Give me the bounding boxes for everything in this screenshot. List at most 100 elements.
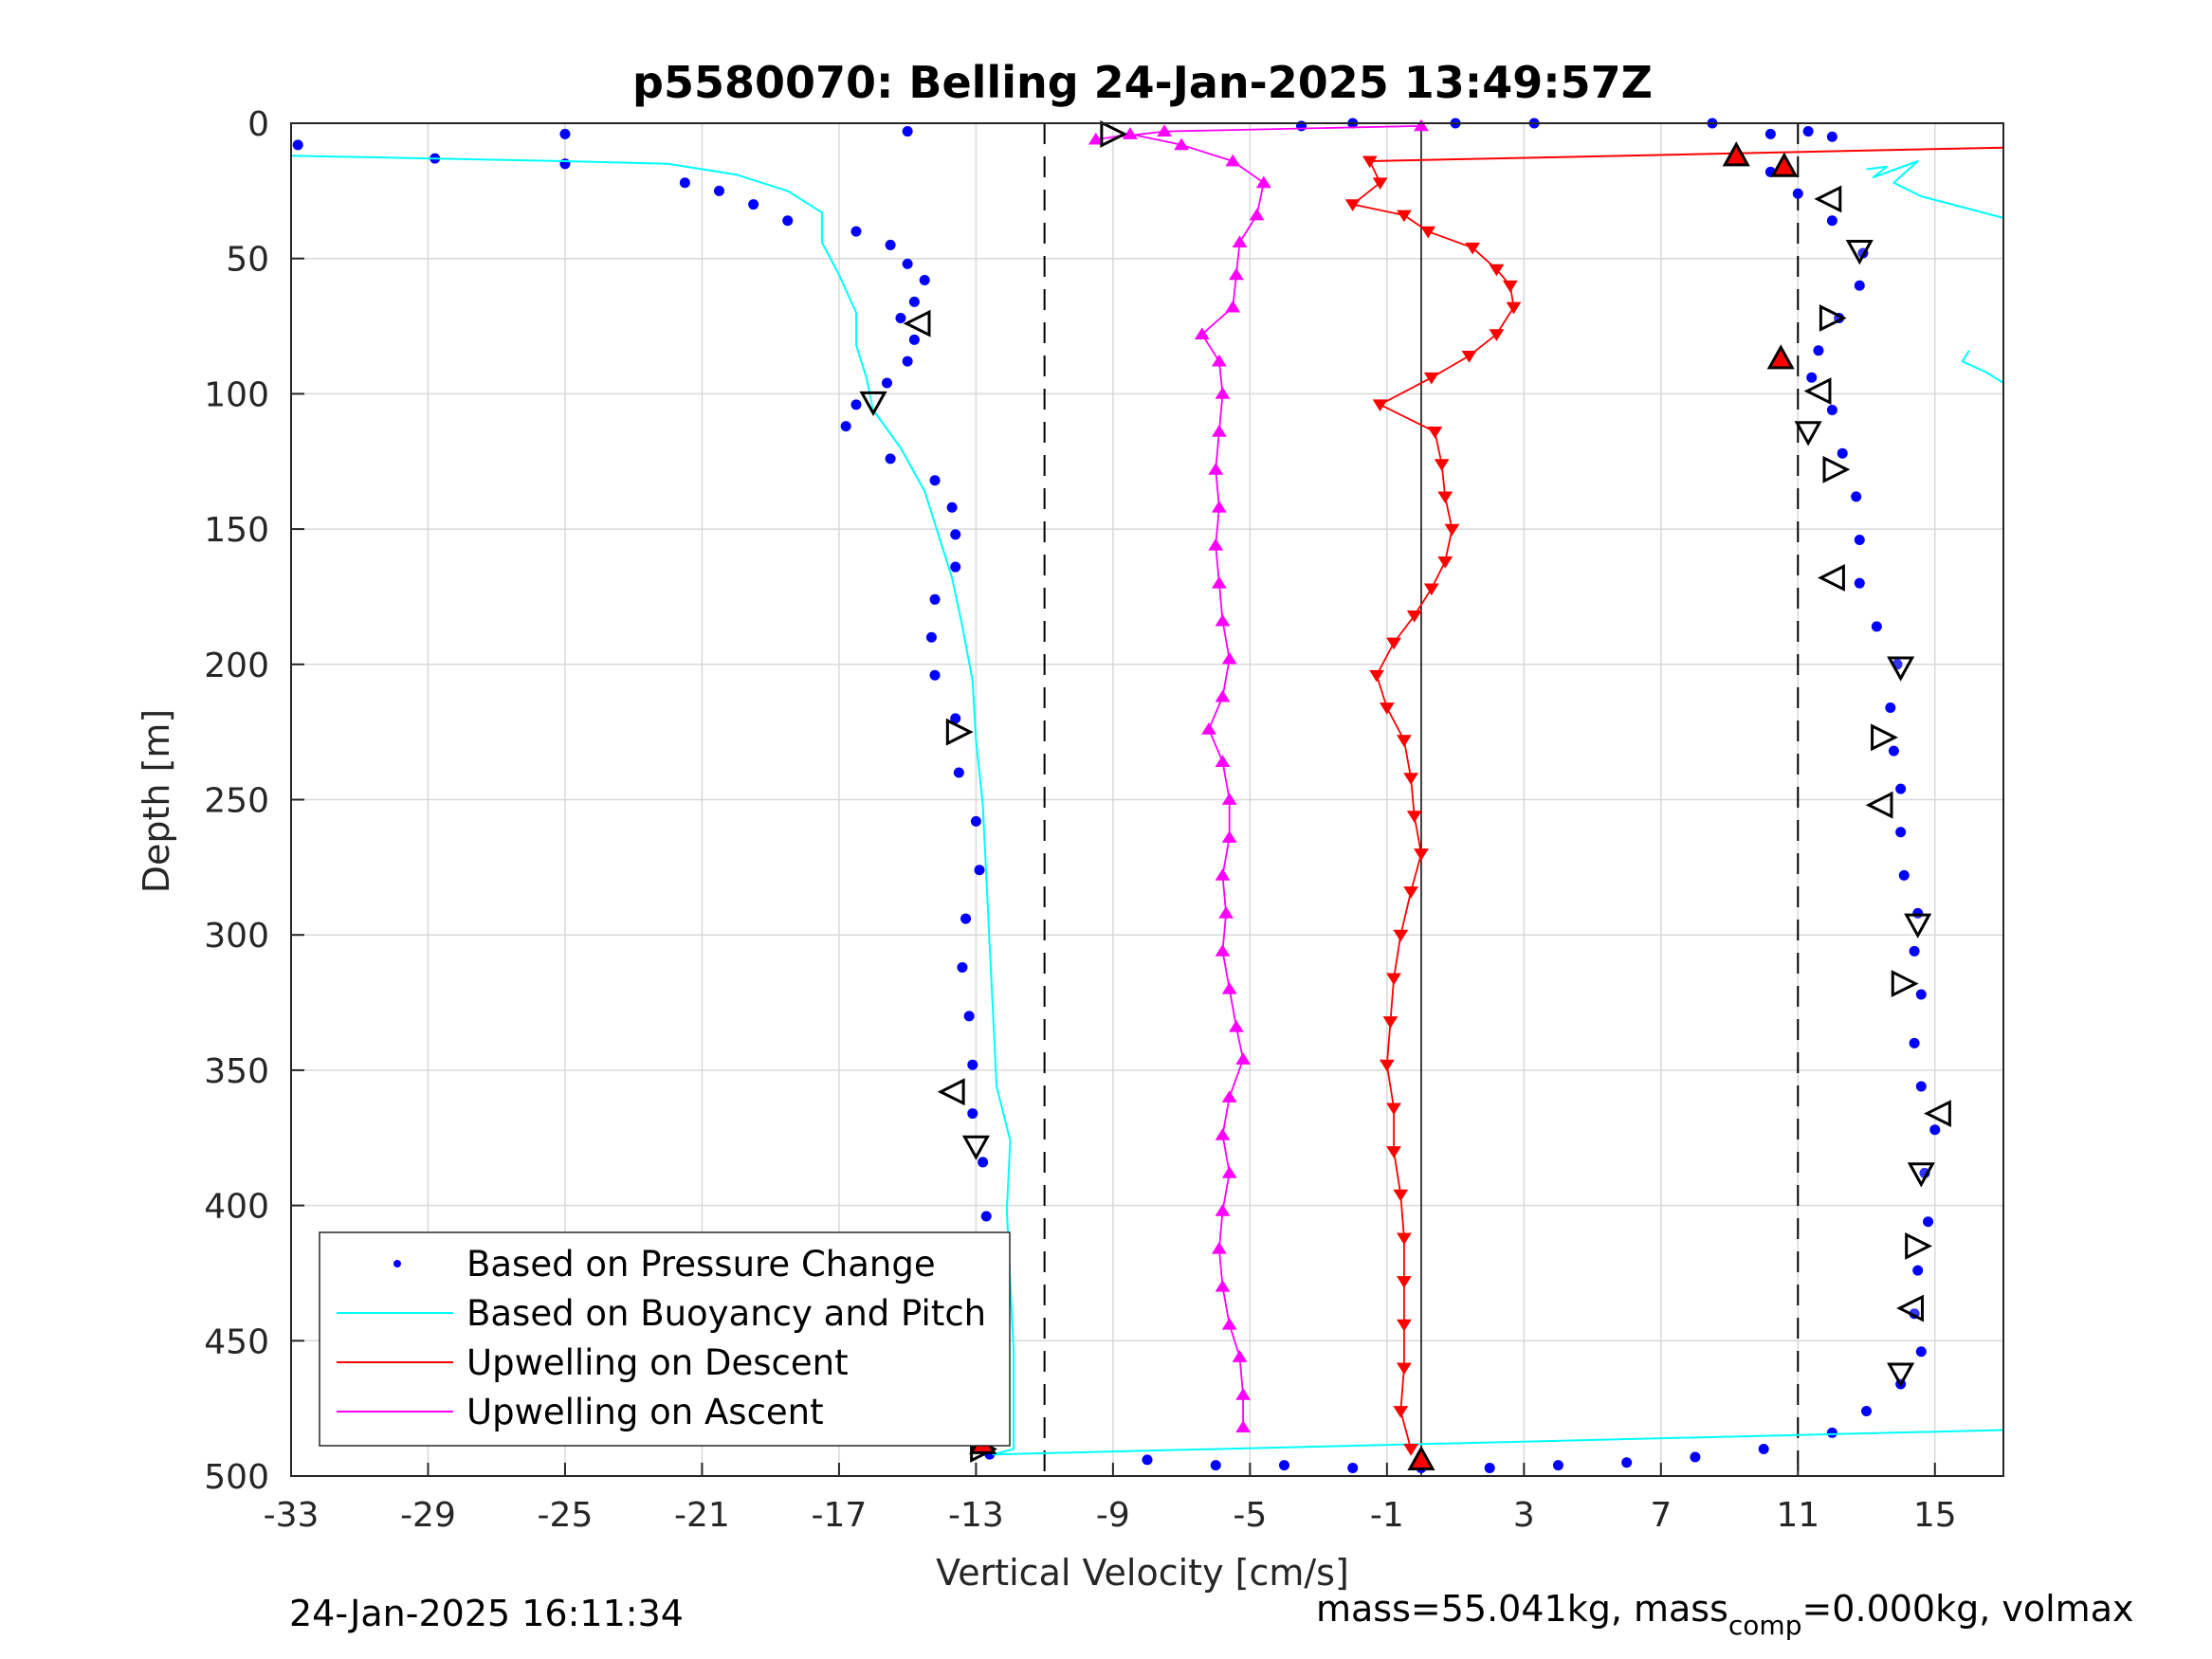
legend-swatch-pressure — [393, 1260, 401, 1267]
descent-marker — [1386, 1146, 1401, 1158]
pressure-point — [1915, 989, 1927, 1000]
descent-marker — [1403, 1444, 1419, 1456]
filled-triangle-marker — [1722, 141, 1750, 167]
pressure-point — [950, 561, 961, 573]
open-triangle-marker — [1803, 377, 1832, 405]
ascent-marker — [1232, 235, 1248, 247]
x-tick-label: 7 — [1650, 1496, 1672, 1535]
open-triangle-marker — [859, 391, 887, 417]
y-tick-label: 0 — [247, 105, 269, 144]
descent-marker — [1344, 199, 1361, 211]
descent-marker — [1382, 1016, 1398, 1029]
descent-marker — [1437, 491, 1453, 504]
x-tick-label: -33 — [264, 1496, 320, 1535]
descent-marker — [1386, 973, 1401, 986]
pressure-point — [885, 453, 896, 465]
ascent-marker — [1211, 425, 1227, 437]
descent-marker — [1396, 735, 1412, 747]
pressure-point — [1813, 345, 1824, 356]
x-tick-label: -9 — [1096, 1496, 1130, 1535]
pressure-point — [1871, 621, 1882, 632]
series-line — [1961, 350, 2004, 384]
descent-marker — [1403, 773, 1419, 785]
open-triangle-marker — [1891, 970, 1919, 997]
ascent-marker — [1215, 755, 1231, 767]
footer-timestamp: 24-Jan-2025 16:11:34 — [289, 1593, 684, 1634]
ascent-marker — [1194, 327, 1210, 340]
series-pressure — [292, 118, 1941, 1473]
open-triangle-marker — [1896, 1294, 1924, 1322]
pressure-point — [748, 199, 759, 210]
pressure-point — [929, 669, 941, 681]
pressure-point — [974, 865, 985, 876]
pressure-point — [1923, 1216, 1934, 1228]
descent-marker — [1423, 583, 1439, 596]
pressure-point — [1826, 1427, 1837, 1438]
footer-mass-sub: comp — [1728, 1610, 1802, 1641]
pressure-point — [1826, 405, 1837, 416]
y-tick-label: 100 — [204, 375, 269, 414]
series-descent — [1369, 146, 2004, 162]
descent-marker — [1372, 177, 1388, 191]
ascent-marker — [1221, 793, 1237, 805]
pressure-point — [1851, 491, 1862, 502]
legend-label-buoyancy: Based on Buoyancy and Pitch — [466, 1293, 986, 1334]
descent-marker — [1393, 1406, 1409, 1418]
ascent-marker — [1215, 1204, 1231, 1216]
legend: Based on Pressure Change Based on Buoyan… — [319, 1231, 1011, 1447]
pressure-point — [950, 529, 961, 540]
pressure-point — [1142, 1454, 1153, 1466]
descent-marker — [1369, 669, 1384, 683]
footer-mass-info: mass=55.041kg, masscomp=0.000kg, volmax — [1316, 1588, 2133, 1641]
ascent-marker — [1221, 830, 1237, 843]
ascent-marker — [1218, 906, 1234, 919]
ascent-marker — [1211, 501, 1227, 513]
pressure-point — [902, 258, 913, 269]
pressure-point — [1854, 535, 1865, 546]
pressure-point — [929, 475, 941, 486]
ascent-marker — [1174, 137, 1190, 151]
pressure-point — [1837, 447, 1848, 459]
series-buoyancy — [1961, 350, 2004, 384]
ascent-marker — [1249, 208, 1265, 221]
filled-triangle-marker — [1766, 344, 1795, 370]
descent-marker — [1396, 1319, 1412, 1332]
pressure-point — [1792, 188, 1803, 199]
legend-box — [319, 1231, 1011, 1447]
pressure-point — [559, 128, 571, 139]
descent-marker — [1423, 372, 1439, 385]
descent-marker — [1414, 848, 1429, 861]
x-tick-label: 3 — [1513, 1496, 1535, 1535]
pressure-point — [1895, 783, 1907, 794]
open-triangle-marker — [1871, 723, 1898, 752]
descent-marker — [1427, 426, 1443, 439]
ascent-marker — [1221, 982, 1237, 994]
open-triangle-marker — [1819, 304, 1847, 332]
y-tick-label: 450 — [204, 1322, 269, 1361]
open-triangle-marker — [937, 1078, 965, 1106]
descent-marker — [1386, 637, 1401, 650]
pressure-point — [967, 1108, 978, 1120]
ascent-marker — [1235, 1420, 1252, 1433]
open-triangle-marker — [1887, 656, 1915, 682]
pressure-point — [908, 296, 920, 307]
ascent-marker — [1215, 613, 1231, 627]
descent-marker — [1506, 301, 1522, 315]
pressure-point — [963, 1011, 975, 1022]
pressure-point — [1802, 126, 1814, 137]
open-triangle-marker — [903, 309, 931, 337]
ascent-marker — [1088, 132, 1104, 145]
open-triangle-marker — [1100, 119, 1128, 148]
pressure-point — [950, 713, 961, 724]
pressure-point — [1885, 702, 1896, 713]
ascent-marker — [1229, 1019, 1244, 1032]
pressure-point — [1347, 1462, 1359, 1473]
ascent-marker — [1211, 354, 1227, 367]
footer-mass-part1: mass=55.041kg, mass — [1316, 1588, 1728, 1630]
pressure-point — [919, 275, 930, 286]
open-triangle-marker — [1924, 1100, 1951, 1127]
x-tick-label: -25 — [538, 1496, 594, 1535]
open-triangle-marker — [1887, 1362, 1915, 1388]
y-axis-ticks: 0 50 100 150 200 250 300 350 400 450 500 — [204, 105, 304, 1497]
descent-marker — [1379, 702, 1395, 715]
